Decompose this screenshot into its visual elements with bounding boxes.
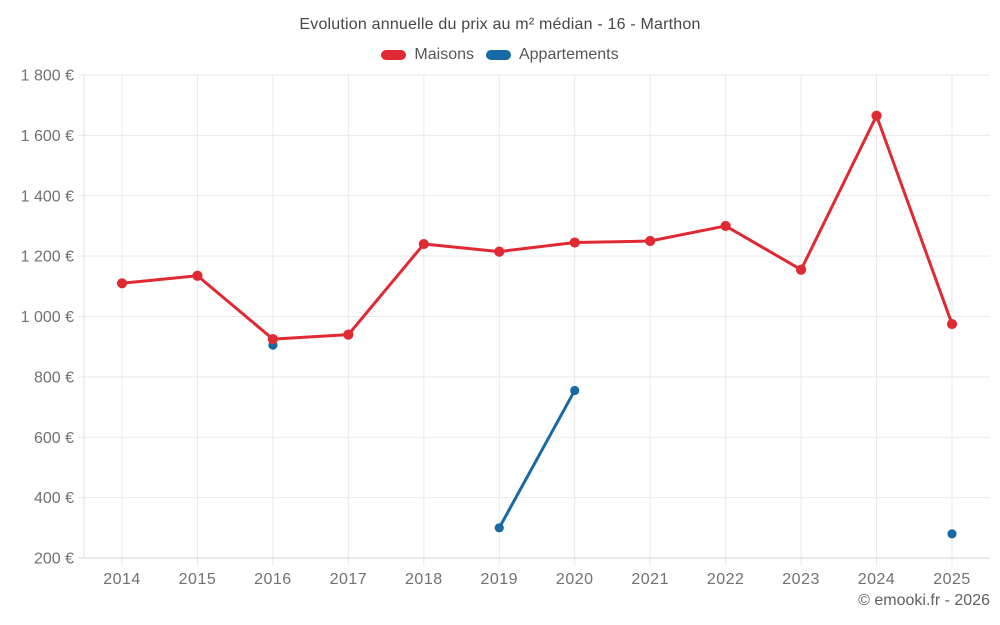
data-point-maisons-2019[interactable]: [494, 246, 505, 257]
data-point-maisons-2015[interactable]: [192, 270, 203, 281]
data-point-maisons-2018[interactable]: [418, 238, 429, 250]
series-appartements: [268, 340, 957, 539]
legend-item-maisons[interactable]: Maisons: [381, 46, 474, 64]
data-point-appartements-2020[interactable]: [570, 385, 580, 396]
y-tick-label: 800 €: [34, 369, 74, 386]
data-point-maisons-2017[interactable]: [343, 329, 354, 340]
y-tick-label: 1 200 €: [21, 249, 74, 266]
data-point-maisons-2023[interactable]: [795, 264, 807, 275]
appartements-series-swatch-icon: [485, 50, 511, 60]
x-tick-label: 2020: [556, 571, 594, 588]
x-tick-label: 2018: [405, 571, 443, 588]
grid-lines: [78, 74, 990, 566]
legend-label-appartements: Appartements: [518, 46, 619, 63]
x-tick-label: 2019: [480, 571, 518, 588]
y-tick-label: 600 €: [34, 430, 74, 447]
data-point-maisons-2014[interactable]: [116, 278, 128, 289]
maisons-series-swatch-icon: [381, 50, 407, 60]
data-point-maisons-2022[interactable]: [720, 220, 731, 232]
y-tick-label: 1 800 €: [21, 68, 74, 85]
attribution-text: © emooki.fr - 2026: [858, 592, 990, 609]
data-point-appartements-2019[interactable]: [494, 523, 504, 533]
chart-legend: Maisons Appartements: [0, 46, 1000, 64]
y-tick-label: 400 €: [34, 490, 74, 507]
series-line-appartements: [497, 388, 577, 530]
x-tick-label: 2025: [933, 571, 971, 588]
legend-item-appartements[interactable]: Appartements: [485, 46, 619, 64]
data-point-maisons-2021[interactable]: [645, 235, 656, 247]
data-point-maisons-2016[interactable]: [267, 334, 279, 345]
x-tick-label: 2021: [631, 571, 669, 588]
x-tick-label: 2023: [782, 571, 820, 588]
x-tick-label: 2017: [330, 571, 368, 588]
data-point-maisons-2024[interactable]: [871, 110, 882, 121]
series-maisons: [116, 110, 958, 345]
x-tick-label: 2015: [179, 571, 217, 588]
x-tick-label: 2016: [254, 571, 292, 588]
y-tick-label: 1 400 €: [21, 188, 74, 205]
y-tick-label: 1 600 €: [21, 128, 74, 145]
x-tick-label: 2022: [707, 571, 745, 588]
data-point-appartements-2025[interactable]: [947, 529, 957, 539]
legend-label-maisons: Maisons: [414, 46, 474, 63]
chart-title: Evolution annuelle du prix au m² médian …: [299, 16, 701, 33]
x-tick-label: 2014: [103, 571, 141, 588]
series-line-maisons: [120, 114, 954, 341]
y-tick-label: 1 000 €: [21, 309, 74, 326]
data-point-maisons-2025[interactable]: [946, 318, 958, 330]
x-tick-label: 2024: [858, 571, 896, 588]
y-tick-label: 200 €: [34, 551, 74, 568]
data-point-maisons-2020[interactable]: [569, 237, 580, 248]
